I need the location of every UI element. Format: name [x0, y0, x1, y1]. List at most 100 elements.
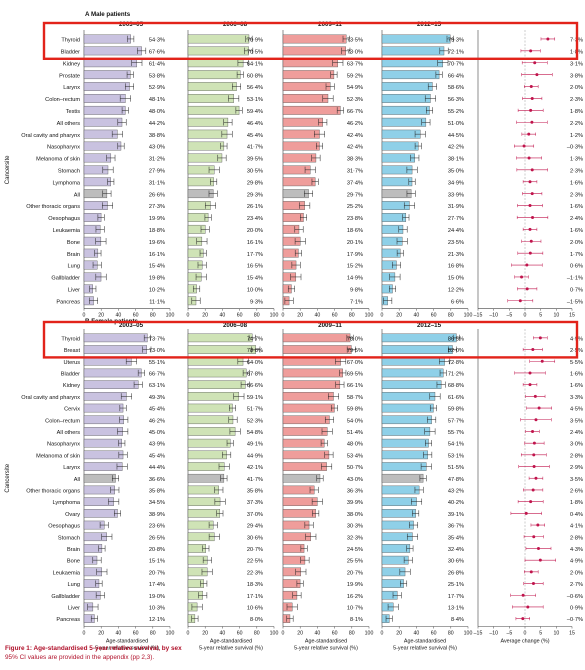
bar — [381, 117, 427, 127]
category-label: Oral cavity and pharynx — [21, 133, 80, 139]
change-point — [529, 49, 533, 53]
value-label: 63·7% — [347, 61, 363, 67]
value-label: 16·1% — [247, 240, 263, 246]
category-label: Gallbladder — [51, 276, 80, 282]
change-point — [529, 500, 533, 504]
change-label: –0·3% — [567, 145, 583, 151]
category-label: Liver — [68, 606, 80, 612]
x-tick-label: 0 — [524, 631, 527, 637]
category-label: Nasopharynx — [47, 442, 80, 448]
x-tick-label: 0 — [83, 313, 86, 319]
x-tick-label: 10 — [553, 631, 559, 637]
value-label: 45·4% — [247, 133, 263, 139]
value-label: 34·5% — [149, 500, 165, 506]
x-axis-title: Age-standardised — [210, 639, 252, 645]
value-label: 53·4% — [347, 453, 363, 459]
category-label: Stomach — [58, 168, 80, 174]
bar — [83, 345, 147, 354]
change-label: 2·3% — [570, 168, 583, 174]
value-label: 72·8% — [448, 360, 464, 366]
bar — [282, 333, 351, 343]
change-label: 1·2% — [570, 133, 583, 139]
value-label: 9·8% — [350, 287, 363, 293]
bar — [282, 368, 343, 378]
value-label: 20·7% — [347, 570, 363, 576]
bar — [83, 105, 126, 115]
x-tick-label: 60 — [133, 313, 139, 319]
value-label: 22·3% — [247, 570, 263, 576]
change-label: 3·3% — [570, 395, 583, 401]
change-label: 3·1% — [570, 61, 583, 67]
category-label: All — [74, 477, 80, 483]
change-label: 1·6% — [570, 204, 583, 210]
x-tick-label: 20 — [202, 631, 208, 637]
bar — [282, 380, 341, 389]
value-label: 56·3% — [448, 97, 464, 103]
x-tick-label: 0 — [381, 313, 384, 319]
value-label: 23·5% — [448, 240, 464, 246]
bar — [381, 46, 445, 56]
bar — [83, 368, 142, 378]
value-label: 47·8% — [448, 477, 464, 483]
bar — [282, 345, 352, 354]
category-label: Kidney — [63, 61, 80, 67]
change-label: –0·7% — [567, 617, 583, 623]
value-label: 64·1% — [247, 61, 263, 67]
bar — [381, 333, 457, 343]
value-label: 9·3% — [250, 299, 263, 305]
value-label: 44·9% — [247, 453, 263, 459]
value-label: 74·7% — [247, 336, 263, 342]
category-label: Testis — [66, 109, 81, 115]
x-tick-label: 100 — [166, 631, 175, 637]
value-label: 12·1% — [149, 617, 165, 623]
value-label: 31·9% — [448, 204, 464, 210]
bar — [282, 82, 331, 91]
bar — [282, 462, 327, 471]
x-tick-label: 0 — [187, 313, 190, 319]
x-tick-label: 0 — [282, 313, 285, 319]
bar — [282, 117, 323, 127]
value-label: 24·4% — [448, 228, 464, 234]
bar — [187, 141, 225, 151]
value-label: 73·5% — [347, 38, 363, 44]
x-tick-label: 60 — [431, 313, 437, 319]
change-label: –0·6% — [567, 594, 583, 600]
value-label: 86·5% — [448, 336, 464, 342]
category-label: Other thoracic organs — [26, 204, 80, 210]
value-label: 17·4% — [149, 582, 165, 588]
value-label: 61·4% — [149, 61, 165, 67]
value-label: 16·8% — [448, 264, 464, 270]
change-label: 1·6% — [570, 383, 583, 389]
value-label: 78·8% — [247, 348, 263, 354]
change-point — [520, 275, 524, 279]
value-label: 30·6% — [247, 535, 263, 541]
bar — [83, 485, 115, 495]
bar — [282, 177, 316, 187]
bar — [381, 105, 430, 115]
value-label: 66·7% — [347, 109, 363, 115]
x-tick-label: 80 — [349, 313, 355, 319]
value-label: 45·4% — [149, 407, 165, 413]
bar — [381, 520, 414, 530]
value-label: 12·2% — [448, 287, 464, 293]
value-label: 20·7% — [247, 547, 263, 553]
bar — [381, 70, 440, 80]
bar — [83, 473, 116, 483]
x-tick-label: 100 — [365, 313, 374, 319]
bar — [83, 117, 123, 127]
value-label: 79·3% — [448, 38, 464, 44]
value-label: 41·7% — [247, 145, 263, 151]
value-label: 29·3% — [247, 192, 263, 198]
change-point — [524, 511, 528, 515]
change-label: 2·3% — [570, 192, 583, 198]
change-point — [531, 215, 535, 219]
bar — [187, 177, 214, 187]
value-label: 46·2% — [149, 418, 165, 424]
change-label: 2·0% — [570, 240, 583, 246]
value-label: 19·0% — [149, 594, 165, 600]
value-label: 25·1% — [448, 582, 464, 588]
x-tick-label: 5 — [539, 631, 542, 637]
bar — [282, 141, 320, 151]
category-label: Stomach — [58, 535, 80, 541]
